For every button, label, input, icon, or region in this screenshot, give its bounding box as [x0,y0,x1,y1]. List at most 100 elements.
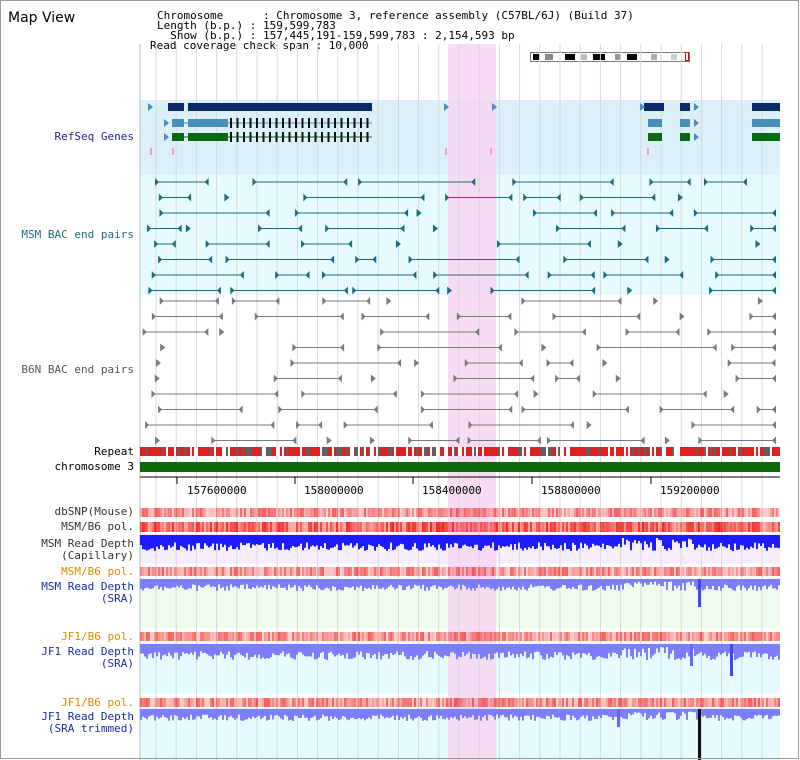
repeat-segment [140,447,142,456]
read-depth-bar [512,579,514,587]
polymorphism-cell [244,632,246,641]
read-depth-bar [188,579,190,589]
polymorphism-cell [266,632,268,641]
track-label-jf1-depth-trim[interactable]: JF1 Read Depth [41,710,134,723]
track-label-jf1-depth-sra[interactable]: JF1 Read Depth [41,645,134,658]
track-label-msm-b6-pol-sra[interactable]: MSM/B6 pol. [61,565,134,578]
polymorphism-cell [710,632,712,641]
msm-bac-end [704,224,709,233]
repeat-segment [172,447,174,456]
polymorphism-cell [608,698,610,707]
polymorphism-cell [590,567,592,576]
b6n-bac-end [151,390,156,398]
polymorphism-cell [226,632,228,641]
read-depth-bar [594,535,596,546]
polymorphism-cell [196,522,198,532]
polymorphism-cell [756,567,758,576]
polymorphism-cell [676,522,678,532]
polymorphism-cell [664,632,666,641]
polymorphism-cell [350,698,352,707]
repeat-segment [436,447,438,456]
polymorphism-cell [656,632,658,641]
polymorphism-cell [182,567,184,576]
polymorphism-cell [696,522,698,532]
b6n-bac-end [273,374,278,383]
track-label-b6n-bac[interactable]: B6N BAC end pairs [21,363,134,376]
b6n-bac-end [151,312,156,321]
read-depth-bar [318,709,320,720]
track-label-jf1-b6-pol[interactable]: JF1/B6 pol. [61,630,134,643]
b6n-bac-end [392,390,397,398]
polymorphism-cell [290,698,292,707]
read-depth-bar [558,644,560,653]
polymorphism-cell [440,632,442,641]
read-depth-bar [724,579,726,585]
repeat-segment [740,447,742,456]
track-label-msm-depth-sra[interactable]: MSM Read Depth [41,580,134,593]
polymorphism-cell [328,508,330,517]
polymorphism-cell [214,508,216,517]
polymorphism-cell [690,632,692,641]
read-depth-bar [332,644,334,655]
polymorphism-cell [370,567,372,576]
track-label-dbsnp[interactable]: dbSNP(Mouse) [54,505,134,518]
polymorphism-cell [530,698,532,707]
polymorphism-cell [336,508,338,517]
polymorphism-cell [306,522,308,532]
polymorphism-cell [404,632,406,641]
read-depth-bar [346,579,348,587]
read-depth-bar [552,709,554,715]
read-depth-bar [504,579,506,590]
read-depth-bar [676,709,678,721]
read-depth-bar [648,709,650,719]
read-depth-bar [730,579,732,589]
polymorphism-cell [582,508,584,517]
b6n-bac-end [339,312,344,321]
repeat-segment [324,447,326,456]
polymorphism-cell [364,567,366,576]
polymorphism-cell [746,698,748,707]
read-depth-bar [448,644,450,657]
polymorphism-cell [330,508,332,517]
polymorphism-cell [632,567,634,576]
repeat-segment [682,447,684,456]
polymorphism-cell [360,522,362,532]
read-depth-bar [746,709,748,720]
polymorphism-cell [602,698,604,707]
polymorphism-cell [674,698,676,707]
track-label-refseq[interactable]: RefSeq Genes [54,130,134,143]
polymorphism-cell [530,567,532,576]
track-label-jf1-b6-pol-trim[interactable]: JF1/B6 pol. [61,696,134,709]
read-depth-bar [718,709,720,721]
polymorphism-cell [528,522,530,532]
polymorphism-cell [384,698,386,707]
polymorphism-cell [656,698,658,707]
polymorphism-cell [546,698,548,707]
polymorphism-cell [214,522,216,532]
track-label-msm-b6-pol[interactable]: MSM/B6 pol. [61,520,134,533]
repeat-segment [658,447,660,456]
repeat-segment [230,447,232,456]
polymorphism-cell [386,567,388,576]
polymorphism-cell [262,522,264,532]
read-depth-bar [150,709,152,716]
chromosome-ideogram[interactable] [530,52,690,62]
polymorphism-cell [416,698,418,707]
polymorphism-cell [714,698,716,707]
msm-bac-end [651,193,656,202]
read-depth-bar [370,644,372,659]
polymorphism-cell [186,522,188,532]
read-depth-bar [262,535,264,543]
polymorphism-cell [708,698,710,707]
polymorphism-cell [404,508,406,517]
track-label-msm-bac[interactable]: MSM BAC end pairs [21,228,134,241]
read-depth-bar [716,644,718,657]
polymorphism-cell [458,698,460,707]
polymorphism-cell [664,567,666,576]
repeat-segment [278,447,280,456]
read-depth-bar [712,535,714,545]
track-label-msm-depth-capillary[interactable]: MSM Read Depth [41,537,134,550]
read-depth-bar [626,579,628,583]
read-depth-bar [744,709,746,721]
